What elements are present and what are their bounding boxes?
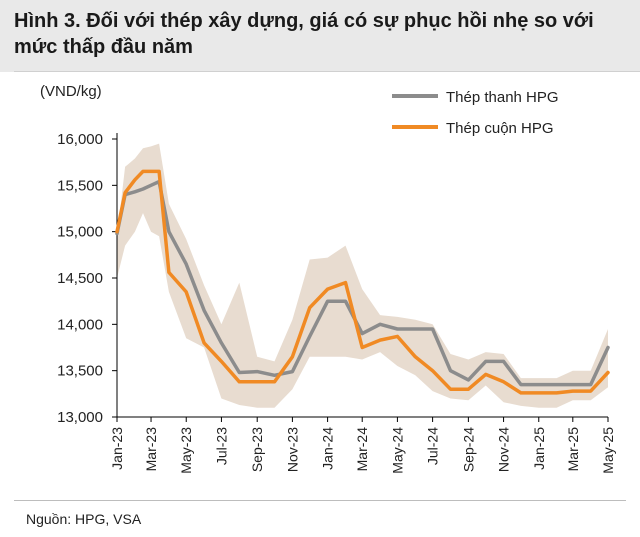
y-tick-label: 14,000 (57, 316, 103, 333)
x-tick-label: May-23 (178, 427, 194, 474)
x-tick-label: May-24 (389, 427, 405, 474)
legend: Thép thanh HPG Thép cuộn HPG (392, 89, 559, 137)
y-tick-label: 15,500 (57, 177, 103, 194)
series-line-thep-cuon (115, 169, 610, 395)
x-tick-label: Jul-23 (213, 427, 229, 465)
x-tick-label: Nov-23 (284, 427, 300, 472)
price-range-band (117, 143, 608, 408)
title-bar: Hình 3. Đối với thép xây dựng, giá có sự… (0, 0, 640, 72)
y-tick-label: 16,000 (57, 131, 103, 148)
x-tick-label: Mar-25 (565, 427, 581, 472)
x-tick-label: Sep-24 (460, 427, 476, 472)
x-tick-label: Jan-23 (109, 427, 125, 470)
plot-area: 13,000 13,500 14,000 14,500 15,000 15,500 16,0… (57, 131, 616, 474)
y-tick-label: 14,500 (57, 270, 103, 287)
y-tick-label: 15,000 (57, 224, 103, 241)
x-tick-label: Jul-24 (425, 427, 441, 465)
source-divider (14, 500, 626, 501)
legend-label-thep-cuon: Thép cuộn HPG (446, 120, 554, 137)
y-axis-unit-label: (VND/kg) (40, 83, 102, 100)
legend-label-thep-thanh: Thép thanh HPG (446, 89, 559, 106)
source-note: Nguồn: HPG, VSA (26, 511, 142, 527)
y-tick-label: 13,500 (57, 363, 103, 380)
x-tick-label: Jan-24 (320, 427, 336, 470)
line-chart: (VND/kg) Thép thanh HPG Thép cuộn HPG 13… (40, 83, 616, 474)
chart-title-line-1: Hình 3. Đối với thép xây dựng, giá có sự… (14, 10, 594, 32)
x-tick-label: Mar-23 (143, 427, 159, 472)
x-tick-label: Sep-23 (249, 427, 265, 472)
title-divider (14, 71, 640, 72)
x-tick-label: Mar-24 (354, 427, 370, 472)
y-tick-label: 13,000 (57, 409, 103, 426)
x-tick-label: May-25 (600, 427, 616, 474)
x-tick-label: Jan-25 (531, 427, 547, 470)
x-tick-label: Nov-24 (496, 427, 512, 472)
chart-title-line-2: mức thấp đầu năm (14, 36, 193, 58)
